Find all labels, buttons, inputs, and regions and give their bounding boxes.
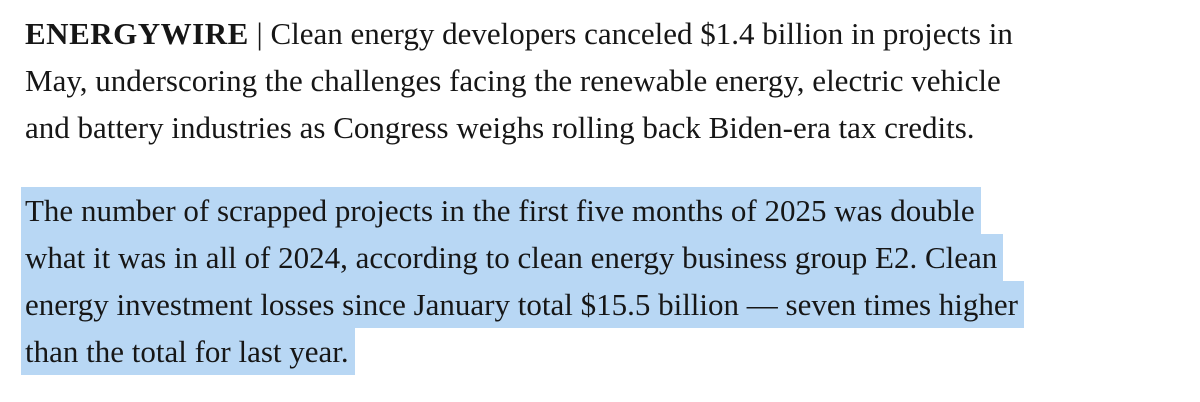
line-text: and battery industries as Congress weigh…: [25, 110, 975, 145]
highlighted-text-line: what it was in all of 2024, according to…: [21, 234, 1004, 281]
paragraph-highlighted: The number of scrapped projects in the f…: [21, 187, 1200, 375]
line-text: Clean energy developers canceled $1.4 bi…: [270, 16, 1013, 51]
line-text: May, underscoring the challenges facing …: [25, 63, 1001, 98]
line-text: The number of scrapped projects in the f…: [25, 193, 975, 228]
pipe-separator: |: [248, 16, 271, 51]
highlighted-text-line: than the total for last year.: [21, 328, 355, 375]
highlighted-text-line: The number of scrapped projects in the f…: [21, 187, 981, 234]
line-text: than the total for last year.: [25, 334, 349, 369]
text-line: ENERGYWIRE | Clean energy developers can…: [25, 10, 1200, 57]
line-text: what it was in all of 2024, according to…: [25, 240, 998, 275]
highlighted-text-line: energy investment losses since January t…: [21, 281, 1024, 328]
text-line: and battery industries as Congress weigh…: [25, 104, 1200, 151]
energywire-label: ENERGYWIRE: [25, 16, 249, 51]
paragraph-energywire: ENERGYWIRE | Clean energy developers can…: [25, 10, 1200, 151]
line-text: energy investment losses since January t…: [25, 287, 1018, 322]
text-line: May, underscoring the challenges facing …: [25, 57, 1200, 104]
